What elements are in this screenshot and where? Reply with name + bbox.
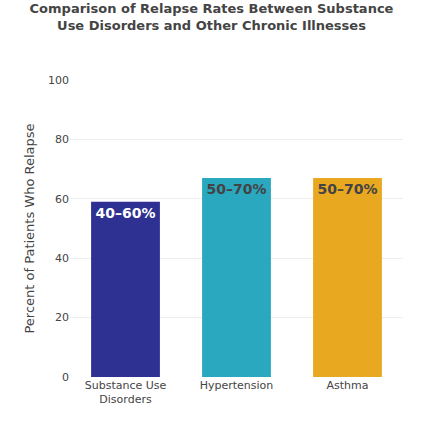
svg-text:0: 0 <box>62 371 69 384</box>
svg-text:100: 100 <box>48 74 69 87</box>
svg-text:Asthma: Asthma <box>327 379 369 392</box>
svg-text:50–70%: 50–70% <box>318 181 378 197</box>
svg-text:50–70%: 50–70% <box>207 181 267 197</box>
svg-text:Comparison of Relapse Rates Be: Comparison of Relapse Rates Between Subs… <box>30 1 394 33</box>
svg-text:Substance UseDisorders: Substance UseDisorders <box>85 379 167 406</box>
svg-text:80: 80 <box>55 133 69 146</box>
svg-text:60: 60 <box>55 193 69 206</box>
svg-text:20: 20 <box>55 311 69 324</box>
svg-text:40–60%: 40–60% <box>96 205 156 221</box>
svg-text:40: 40 <box>55 252 69 265</box>
svg-text:Hypertension: Hypertension <box>200 379 274 392</box>
svg-text:Percent of Patients Who Relaps: Percent of Patients Who Relapse <box>22 123 37 333</box>
